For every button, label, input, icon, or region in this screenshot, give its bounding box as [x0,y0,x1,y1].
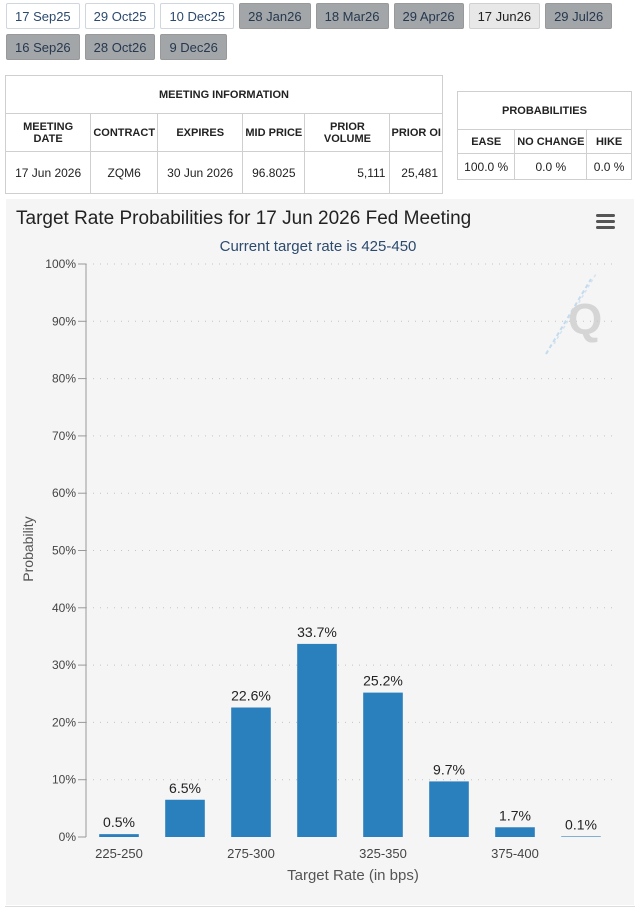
bar-325-350[interactable] [363,692,403,837]
bar-value-label: 0.1% [565,816,597,832]
tab-29-apr26[interactable]: 29 Apr26 [393,3,464,29]
contract-value: ZQM6 [90,151,159,194]
bars: 0.5% 6.5% 22.6% 33.7% 25.2% 9.7% 1.7% 0.1% [99,624,601,837]
bar-250-275[interactable] [165,799,205,837]
x-tick-label: 275-300 [227,846,275,861]
y-tick-label: 70% [52,429,76,443]
y-axis-label: Probability [20,516,36,581]
probability-chart: Target Rate Probabilities for 17 Jun 202… [6,199,634,905]
header-no-change: NO CHANGE [514,129,588,154]
x-tick-label: 225-250 [95,846,143,861]
bar-300-325[interactable] [297,643,337,837]
header-contract: CONTRACT [90,113,159,152]
y-axis: 0% 10% 20% 30% 40% 50% 60% 70% 80% 90% 100% [45,257,87,844]
prior-oi-value: 25,481 [389,151,443,194]
y-tick-label: 100% [45,257,76,271]
bar-value-label: 6.5% [169,780,201,796]
x-axis: 225-250 275-300 325-350 375-400 [95,846,539,861]
no-change-value: 0.0 % [514,153,588,180]
mid-price-value: 96.8025 [242,151,306,194]
tab-17-sep25[interactable]: 17 Sep25 [6,3,80,29]
tab-10-dec25[interactable]: 10 Dec25 [160,3,235,29]
tab-row-2: 16 Sep26 28 Oct26 9 Dec26 [6,34,636,60]
meeting-date-value: 17 Jun 2026 [4,151,92,194]
y-tick-label: 20% [52,715,76,729]
bar-400-425[interactable] [561,836,601,837]
chart-svg: Target Rate Probabilities for 17 Jun 202… [16,208,615,884]
watermark-logo: Q [545,273,602,355]
header-expires: EXPIRES [157,113,244,152]
tab-28-oct26[interactable]: 28 Oct26 [84,34,156,60]
bar-275-300[interactable] [231,707,271,837]
tab-17-jun26[interactable]: 17 Jun26 [468,3,541,29]
tab-28-jan26[interactable]: 28 Jan26 [239,3,311,29]
meeting-information-table: MEETING INFORMATION MEETING DATE CONTRAC… [4,75,443,194]
bar-225-250[interactable] [99,834,139,837]
y-tick-label: 80% [52,372,76,386]
tab-9-dec26[interactable]: 9 Dec26 [160,34,227,60]
y-tick-label: 10% [52,773,76,787]
x-tick-label: 325-350 [359,846,407,861]
tab-18-mar26[interactable]: 18 Mar26 [315,3,389,29]
bar-value-label: 22.6% [231,688,271,704]
meeting-information-heading: MEETING INFORMATION [5,75,443,114]
y-tick-label: 30% [52,658,76,672]
tab-16-sep26[interactable]: 16 Sep26 [6,34,80,60]
tab-29-oct25[interactable]: 29 Oct25 [84,3,156,29]
ease-value: 100.0 % [456,153,516,180]
tab-row-1: 17 Sep25 29 Oct25 10 Dec25 28 Jan26 18 Mar26… [6,3,636,29]
header-prior-oi: PRIOR OI [389,113,443,152]
bar-value-label: 0.5% [103,814,135,830]
y-tick-label: 90% [52,314,76,328]
bar-value-label: 33.7% [297,624,337,640]
header-meeting-date: MEETING DATE [4,113,92,152]
prior-volume-value: 5,111 [304,151,391,194]
header-mid-price: MID PRICE [242,113,306,152]
x-axis-label: Target Rate (in bps) [287,867,419,884]
chart-subtitle: Current target rate is 425-450 [220,238,417,255]
grid-lines [86,263,614,781]
bar-value-label: 1.7% [499,807,531,823]
x-tick-label: 375-400 [491,846,539,861]
meeting-tabs: 17 Sep25 29 Oct25 10 Dec25 28 Jan26 18 Mar26… [6,3,636,65]
tab-29-jul26[interactable]: 29 Jul26 [545,3,613,29]
header-hike: HIKE [586,129,632,154]
chart-title: Target Rate Probabilities for 17 Jun 202… [16,208,471,229]
bottom-divider [5,906,635,914]
bar-value-label: 9.7% [433,761,465,777]
bar-350-375[interactable] [429,781,469,837]
bar-375-400[interactable] [495,827,535,837]
bar-value-label: 25.2% [363,673,403,689]
expires-value: 30 Jun 2026 [157,151,244,194]
y-tick-label: 60% [52,486,76,500]
header-ease: EASE [456,129,516,154]
y-tick-label: 50% [52,544,76,558]
probabilities-heading: PROBABILITIES [457,91,632,130]
header-prior-volume: PRIOR VOLUME [304,113,391,152]
menu-icon[interactable] [596,214,615,229]
y-tick-label: 40% [52,601,76,615]
svg-text:Q: Q [568,295,602,344]
y-tick-label: 0% [59,830,77,844]
hike-value: 0.0 % [586,153,632,180]
probabilities-table: PROBABILITIES EASE NO CHANGE HIKE 100.0 … [456,91,632,180]
